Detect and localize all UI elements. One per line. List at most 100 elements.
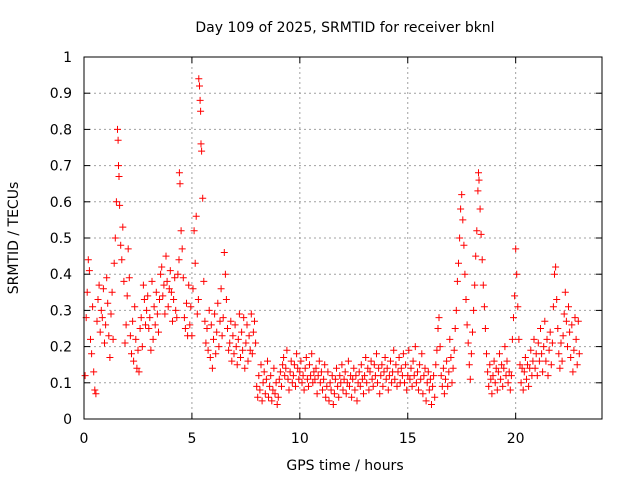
data-point <box>175 169 183 177</box>
data-point <box>300 386 308 394</box>
data-point <box>283 346 291 354</box>
data-point <box>213 328 221 336</box>
data-point <box>516 361 524 369</box>
data-point <box>558 357 566 365</box>
data-point <box>370 361 378 369</box>
data-point <box>477 230 485 238</box>
data-point <box>414 368 421 376</box>
y-tick-label: 0.9 <box>50 86 72 102</box>
plot-frame <box>83 56 603 420</box>
x-tick-label: 15 <box>399 431 417 447</box>
data-point <box>144 292 152 300</box>
data-point <box>325 397 333 405</box>
data-point <box>335 393 343 401</box>
data-point <box>411 343 419 351</box>
data-point <box>175 256 183 264</box>
data-point <box>228 357 236 365</box>
data-point <box>467 350 475 358</box>
data-point <box>274 393 282 401</box>
data-point <box>180 314 188 322</box>
data-point <box>451 325 459 332</box>
data-point <box>262 375 270 383</box>
data-point <box>90 368 98 376</box>
data-point <box>201 317 209 325</box>
data-point <box>337 379 345 387</box>
data-point <box>96 328 104 336</box>
data-point <box>365 386 373 394</box>
data-point <box>84 256 92 264</box>
data-point <box>219 314 227 322</box>
data-point <box>387 357 394 365</box>
data-point <box>462 296 470 303</box>
data-point <box>506 386 514 394</box>
data-point <box>270 364 278 372</box>
data-point <box>307 372 315 380</box>
data-point <box>114 125 121 133</box>
data-point <box>132 335 140 343</box>
data-point <box>243 321 251 329</box>
data-point <box>466 375 474 383</box>
data-point <box>284 375 292 383</box>
data-point <box>169 317 176 325</box>
data-point <box>435 314 443 322</box>
chart-title: Day 109 of 2025, SRMTID for receiver bkn… <box>195 20 494 36</box>
y-tick-label: 0.8 <box>50 122 72 138</box>
data-point <box>186 321 194 329</box>
data-point <box>171 274 179 282</box>
data-point <box>85 267 93 275</box>
data-point <box>92 390 100 398</box>
data-point <box>285 386 293 394</box>
data-point <box>170 296 178 303</box>
data-point <box>322 393 330 401</box>
data-point <box>142 321 149 329</box>
data-point <box>529 357 537 365</box>
data-point <box>354 379 362 387</box>
data-point <box>268 397 276 405</box>
data-point <box>541 317 549 325</box>
data-point <box>221 270 229 278</box>
data-point <box>476 205 484 213</box>
y-tick-label: 0.6 <box>50 195 72 211</box>
data-point <box>290 361 298 369</box>
data-point <box>357 361 365 369</box>
data-point <box>179 274 187 282</box>
data-point <box>353 397 361 405</box>
data-point <box>486 361 494 369</box>
data-point <box>165 285 173 293</box>
data-point <box>131 303 139 311</box>
data-point <box>377 372 385 380</box>
data-point <box>430 372 438 380</box>
data-point <box>423 379 431 387</box>
data-point <box>108 288 116 296</box>
data-point <box>155 328 162 336</box>
data-point <box>191 259 199 267</box>
data-point <box>447 354 455 361</box>
data-point <box>475 169 482 177</box>
data-point <box>399 350 407 358</box>
data-point <box>239 346 247 354</box>
data-point <box>555 350 563 358</box>
data-point <box>320 375 328 383</box>
data-point <box>166 267 174 275</box>
data-point <box>503 357 511 365</box>
data-point <box>173 314 181 322</box>
data-point <box>409 357 417 365</box>
data-point <box>491 379 499 387</box>
data-point <box>521 354 529 361</box>
data-point <box>496 350 503 358</box>
data-point <box>378 361 386 369</box>
data-point <box>560 310 568 318</box>
data-point <box>286 368 294 376</box>
data-point <box>260 368 268 376</box>
data-point <box>574 317 582 325</box>
data-point <box>537 325 544 332</box>
data-point <box>227 317 235 325</box>
data-point <box>493 386 501 394</box>
data-point <box>246 346 254 354</box>
data-point <box>425 386 433 394</box>
data-point <box>519 386 527 394</box>
data-point <box>429 382 437 390</box>
data-point <box>278 382 285 390</box>
data-point <box>280 354 288 361</box>
data-point <box>554 325 562 332</box>
